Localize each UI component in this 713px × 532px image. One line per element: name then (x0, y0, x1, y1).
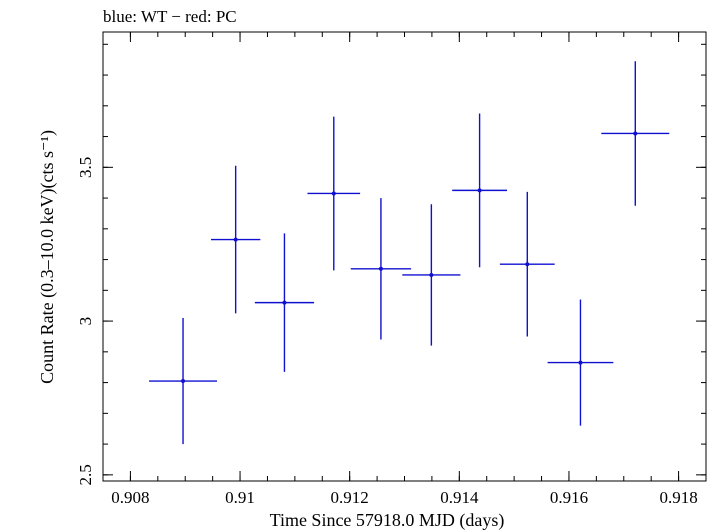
data-marker (378, 266, 383, 271)
x-tick-label: 0.914 (440, 488, 479, 507)
data-marker (578, 360, 583, 365)
y-tick-label: 3 (76, 317, 95, 326)
x-tick-label: 0.912 (331, 488, 369, 507)
data-marker (233, 237, 238, 242)
x-tick-label: 0.91 (225, 488, 255, 507)
x-axis-tick-labels: 0.908 0.91 0.912 0.914 0.916 0.918 (111, 488, 697, 507)
y-axis-label: Count Rate (0.3–10.0 keV)(cts s⁻¹) (37, 130, 58, 384)
data-point (601, 61, 670, 206)
x-tick-label: 0.908 (111, 488, 149, 507)
data-marker (525, 262, 530, 267)
plot-frame (102, 31, 707, 482)
x-tick-label: 0.918 (659, 488, 697, 507)
y-tick-label: 3.5 (76, 157, 95, 178)
data-marker (282, 300, 287, 305)
data-point (547, 299, 614, 426)
data-marker (477, 188, 482, 193)
y-axis-ticks (103, 43, 706, 476)
data-marker (633, 131, 638, 136)
data-series (149, 61, 670, 445)
data-point (350, 198, 412, 340)
data-point (307, 116, 361, 271)
x-axis-label: Time Since 57918.0 MJD (days) (270, 510, 505, 531)
data-point (210, 165, 261, 314)
y-axis-tick-labels: 2.5 3 3.5 (76, 157, 95, 486)
x-axis-ticks (102, 32, 707, 481)
y-tick-label: 2.5 (76, 464, 95, 485)
data-point (452, 113, 508, 268)
data-marker (429, 272, 434, 277)
data-point (499, 191, 555, 337)
data-marker (181, 379, 186, 384)
data-marker (331, 191, 336, 196)
data-point (149, 318, 218, 445)
data-point (402, 204, 461, 346)
chart-title: blue: WT − red: PC (103, 7, 237, 26)
data-point (254, 233, 315, 372)
x-tick-label: 0.916 (550, 488, 588, 507)
